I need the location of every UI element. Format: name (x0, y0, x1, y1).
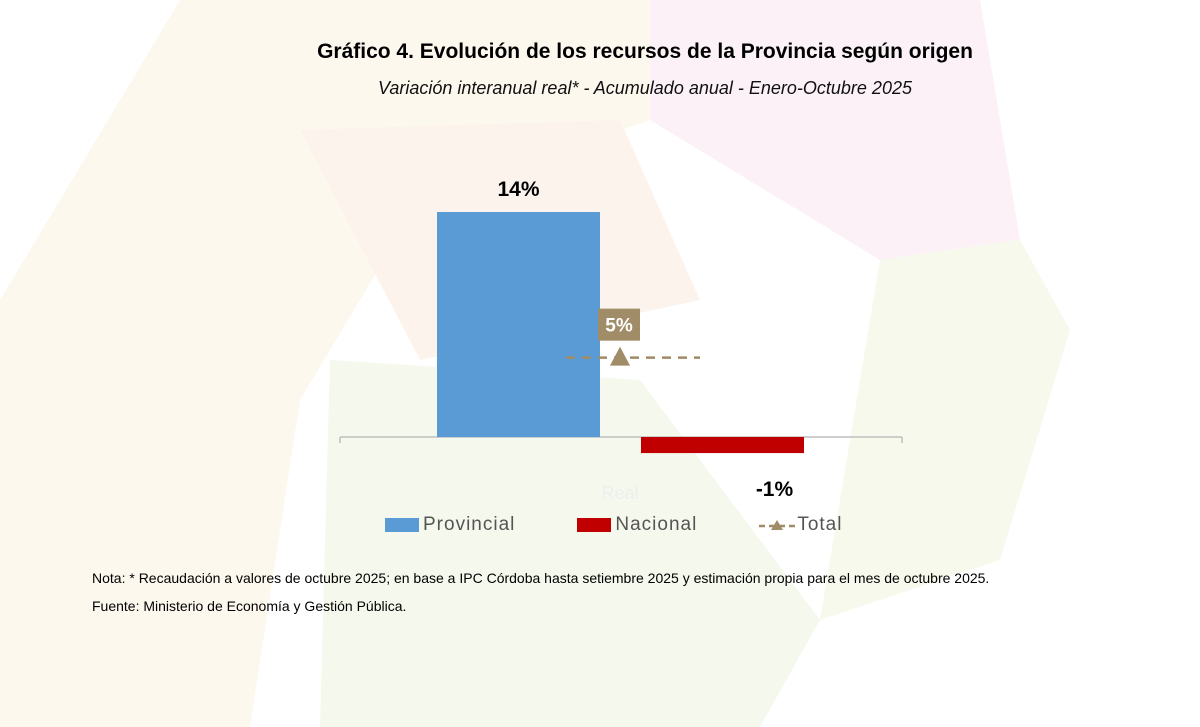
bg-shape-2 (650, 0, 1020, 260)
chart-subtitle: Variación interanual real* - Acumulado a… (378, 78, 912, 98)
chart-source: Fuente: Ministerio de Economía y Gestión… (92, 598, 407, 614)
data-label-total: 5% (605, 316, 633, 337)
legend-label-nacional: Nacional (615, 514, 698, 535)
legend-label-total: Total (797, 514, 843, 535)
chart-title: Gráfico 4. Evolución de los recursos de … (317, 40, 973, 63)
legend-item-provincial: Provincial (385, 514, 515, 536)
bar-provincial (437, 212, 600, 437)
bg-shape-3 (820, 240, 1070, 620)
legend-item-nacional: Nacional (577, 514, 697, 536)
legend-swatch-nacional (577, 518, 612, 532)
chart-note: Nota: * Recaudación a valores de octubre… (92, 570, 990, 586)
total-label-box (598, 308, 640, 341)
data-label-nacional: -1% (756, 478, 794, 501)
legend-item-total: Total (759, 514, 842, 536)
bar-nacional (641, 437, 804, 454)
axis-category-label: Real (601, 483, 638, 503)
legend-label-provincial: Provincial (423, 514, 516, 535)
chart-legend: Provincial Nacional Total (385, 512, 904, 538)
total-marker-triangle (610, 346, 630, 366)
legend-swatch-provincial (385, 518, 419, 532)
legend-swatch-total (759, 520, 796, 530)
bg-shape-1 (0, 0, 650, 727)
data-label-provincial: 14% (497, 178, 539, 201)
bg-shape-4 (320, 360, 820, 727)
